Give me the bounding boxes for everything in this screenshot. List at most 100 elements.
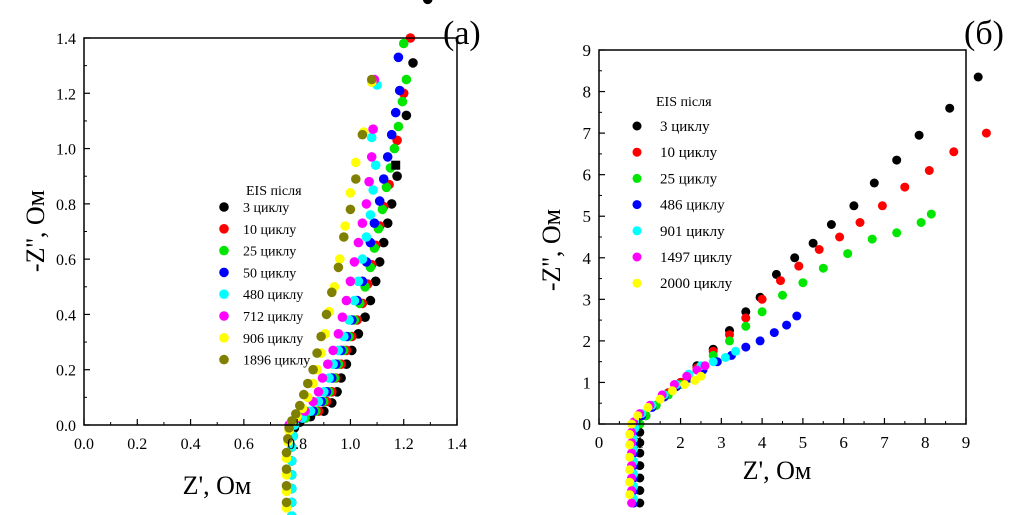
chart-a-ytick-label-7: 1.4 <box>56 31 76 48</box>
chart-a-point-s4-p23 <box>370 160 381 170</box>
chart-b-point-s2-p15 <box>892 228 902 238</box>
chart-a-point-s4-p20 <box>361 232 372 242</box>
chart-a-point-s0-p26 <box>408 58 418 68</box>
chart-a-point-s3-p15 <box>374 196 385 206</box>
chart-b-point-s1-p18 <box>949 147 959 157</box>
chart-a-point-s3-p21 <box>393 52 404 63</box>
chart-b-point-s3-p16 <box>741 342 751 352</box>
chart-a-ytick-label-1: 0.2 <box>56 363 76 380</box>
chart-b-point-s0-p25 <box>945 103 955 113</box>
chart-panel-b: 0 1 2 3 4 5 6 7 8 9 0 1 2 3 4 5 6 7 8 9 EIS після 3 циклу 10… <box>537 15 1004 508</box>
chart-a-point-s2-p20 <box>397 96 408 107</box>
chart-a-point-s4-p19 <box>357 254 368 264</box>
chart-a-point-s2-p16 <box>381 182 392 193</box>
chart-a-point-s5-p18 <box>368 124 378 134</box>
chart-b-point-s0-p26 <box>973 72 983 82</box>
chart-b-point-s5-p14 <box>700 361 710 371</box>
chart-a-xtick-label-1: 0.2 <box>127 436 147 453</box>
chart-b-point-s2-p16 <box>916 218 926 227</box>
chart-b-point-s4-p15 <box>720 353 730 362</box>
chart-a-point-s5-p7 <box>328 345 338 356</box>
chart-a-point-s7-p1 <box>281 481 292 491</box>
chart-b-point-s6-p0 <box>625 490 635 500</box>
chart-a-ylabel: -Z'', Ом <box>21 190 50 272</box>
chart-b-plot-frame <box>598 49 967 425</box>
chart-a-point-s5-p12 <box>349 257 360 267</box>
chart-b-legend-marker-5 <box>632 252 642 262</box>
chart-b-point-s1-p13 <box>835 232 845 242</box>
chart-b-ticks: 0 1 2 3 4 5 6 7 8 9 0 1 2 3 4 5 6 7 8 9 <box>583 41 971 452</box>
chart-a-point-s6-p17 <box>340 221 350 231</box>
chart-a-point-s5-p6 <box>323 359 333 370</box>
chart-b-point-s5-p12 <box>682 371 692 381</box>
chart-b-legend-marker-3 <box>632 200 642 210</box>
chart-a-xtick-label-3: 0.6 <box>234 436 254 453</box>
chart-a-ytick-label-3: 0.6 <box>56 252 76 269</box>
chart-a-point-s4-p21 <box>365 210 376 220</box>
chart-a-xtick-label-6: 1.2 <box>394 436 414 453</box>
chart-a-point-s4-p24 <box>366 132 377 143</box>
chart-a-point-s7-p3 <box>281 447 292 458</box>
chart-a-point-s6-p19 <box>351 157 361 168</box>
chart-b-point-s2-p13 <box>843 249 853 259</box>
chart-b-point-s1-p15 <box>877 201 887 211</box>
chart-b-point-s2-p14 <box>867 234 877 244</box>
chart-a-point-s5-p11 <box>345 276 356 287</box>
chart-a-point-s7-p9 <box>299 389 309 400</box>
chart-b-point-s2-p7 <box>725 336 734 346</box>
chart-panel-a: 0.0 0.2 0.4 0.6 0.8 1.0 1.2 1.4 0.0 0.2 0.4 0.6 0.8 1… <box>21 0 481 515</box>
chart-b-ytick-label-9: 9 <box>583 41 592 60</box>
chart-a-point-s2-p22 <box>398 38 409 49</box>
chart-a-point-s4-p12 <box>324 373 334 383</box>
chart-a-legend-marker-6 <box>219 333 229 343</box>
chart-b-point-s5-p0 <box>627 498 637 508</box>
chart-b-legend-label-1: 10 циклу <box>660 145 718 161</box>
chart-b-point-s1-p11 <box>794 261 804 271</box>
chart-a-point-s5-p13 <box>353 237 364 248</box>
chart-a-point-s0-p19 <box>370 276 381 287</box>
chart-b-point-s2-p10 <box>778 290 787 300</box>
chart-b-ytick-label-4: 4 <box>583 249 592 268</box>
chart-b-point-s0-p15 <box>741 307 751 317</box>
chart-b-xtick-label-2: 2 <box>676 433 685 452</box>
chart-b-point-s6-p8 <box>643 402 653 412</box>
chart-a-point-s5-p14 <box>357 218 368 228</box>
chart-a-square-marker <box>391 160 401 170</box>
chart-a-point-s7-p0 <box>281 497 292 508</box>
chart-b-point-s2-p9 <box>757 307 767 317</box>
chart-a-point-s7-p19 <box>351 174 361 184</box>
chart-a-point-s2-p18 <box>389 143 400 154</box>
chart-b-point-s6-p2 <box>625 465 635 475</box>
chart-a-point-s5-p17 <box>366 152 377 162</box>
chart-a-legend-marker-4 <box>219 289 229 300</box>
chart-a-point-s7-p18 <box>345 204 356 215</box>
chart-b-xtick-label-3: 3 <box>717 433 726 452</box>
chart-a-point-s0-p23 <box>386 199 397 209</box>
chart-a-point-s0-p25 <box>401 110 412 121</box>
chart-a-point-s7-p14 <box>321 309 332 320</box>
chart-b-ytick-label-1: 1 <box>583 373 592 392</box>
chart-b-xtick-label-7: 7 <box>880 433 889 452</box>
chart-b-point-s1-p12 <box>814 245 824 254</box>
chart-b-point-s2-p11 <box>798 278 808 288</box>
chart-b-point-s0-p21 <box>849 201 859 211</box>
chart-b-point-s1-p10 <box>776 276 785 286</box>
chart-a-point-s4-p18 <box>353 276 364 287</box>
chart-a-point-s0-p27 <box>422 0 433 5</box>
chart-b-point-s0-p20 <box>826 220 836 229</box>
chart-a-point-s4-p17 <box>349 295 360 306</box>
chart-a-legend-label-4: 480 циклу <box>243 288 303 303</box>
chart-b-point-s3-p17 <box>755 336 765 346</box>
chart-a-point-s0-p22 <box>382 218 393 228</box>
chart-b-ytick-label-5: 5 <box>583 207 592 226</box>
chart-a-xtick-label-7: 1.4 <box>447 436 467 453</box>
chart-a-point-s3-p18 <box>386 129 397 140</box>
chart-b-point-s2-p17 <box>926 209 936 219</box>
chart-a-point-s7-p20 <box>357 129 368 140</box>
chart-b-ytick-label-8: 8 <box>583 83 592 102</box>
chart-a-point-s7-p17 <box>339 232 349 242</box>
chart-b-point-s6-p7 <box>633 411 643 421</box>
chart-a-ytick-label-6: 1.2 <box>56 86 76 103</box>
chart-b-point-s6-p3 <box>625 452 635 462</box>
